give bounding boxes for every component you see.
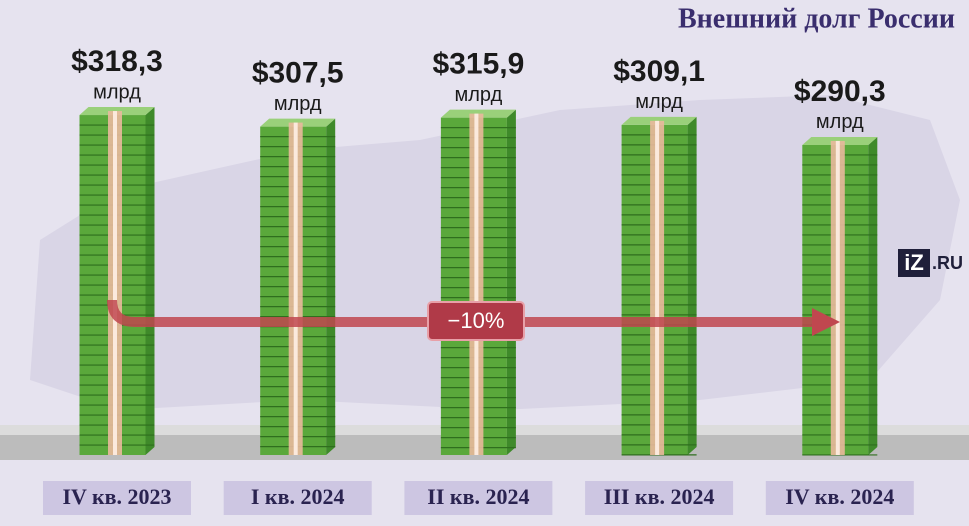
band-stripe xyxy=(655,120,660,456)
value-label: $290,3 xyxy=(794,75,886,108)
bar-side xyxy=(506,109,516,455)
band-stripe xyxy=(113,111,117,455)
band-stripe xyxy=(835,140,840,455)
annotation-box xyxy=(427,301,525,341)
bar-side xyxy=(687,116,697,456)
category-box xyxy=(43,481,191,515)
arrow-head xyxy=(812,308,840,336)
trend-arrow: −10% xyxy=(107,299,840,341)
x-tick-label: I кв. 2024 xyxy=(251,484,345,509)
band-stripe xyxy=(474,113,479,455)
value-label: $309,1 xyxy=(613,55,705,88)
bars xyxy=(79,107,878,456)
bar-side xyxy=(145,107,155,455)
unit-label: млрд xyxy=(93,81,141,103)
annotation: −10% xyxy=(448,308,505,333)
category-box xyxy=(765,481,914,515)
x-tick-label: II кв. 2024 xyxy=(427,484,529,509)
band-stripe xyxy=(293,122,298,455)
category-box xyxy=(404,481,553,515)
unit-label: млрд xyxy=(816,111,864,133)
category-box xyxy=(585,481,734,515)
unit-label: млрд xyxy=(455,84,503,106)
arrow-line xyxy=(107,299,815,327)
logo-box xyxy=(898,249,930,277)
value-label: $318,3 xyxy=(71,45,163,78)
x-tick-label: IV кв. 2024 xyxy=(785,484,894,509)
chart-title: Внешний долг России xyxy=(678,3,955,34)
logo-suffix: .RU xyxy=(932,253,963,273)
x-tick-label: III кв. 2024 xyxy=(604,484,715,509)
unit-label: млрд xyxy=(274,93,322,115)
logo: iZ xyxy=(904,250,924,275)
x-tick-label: IV кв. 2023 xyxy=(62,484,171,509)
value-label: $315,9 xyxy=(433,48,525,81)
value-label: $307,5 xyxy=(252,57,344,90)
category-box xyxy=(223,481,372,515)
unit-label: млрд xyxy=(635,91,683,113)
